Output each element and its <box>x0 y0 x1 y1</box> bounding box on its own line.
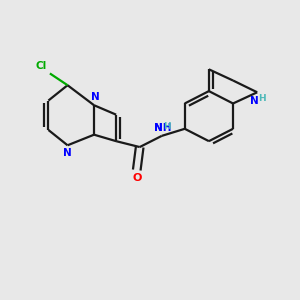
Text: Cl: Cl <box>36 61 47 71</box>
Text: O: O <box>132 173 141 183</box>
Text: N: N <box>63 148 72 158</box>
Text: N: N <box>91 92 100 102</box>
Text: NH: NH <box>154 123 171 133</box>
Text: H: H <box>163 122 171 131</box>
Text: H: H <box>258 94 266 103</box>
Text: N: N <box>250 96 259 106</box>
Text: N: N <box>154 123 163 133</box>
